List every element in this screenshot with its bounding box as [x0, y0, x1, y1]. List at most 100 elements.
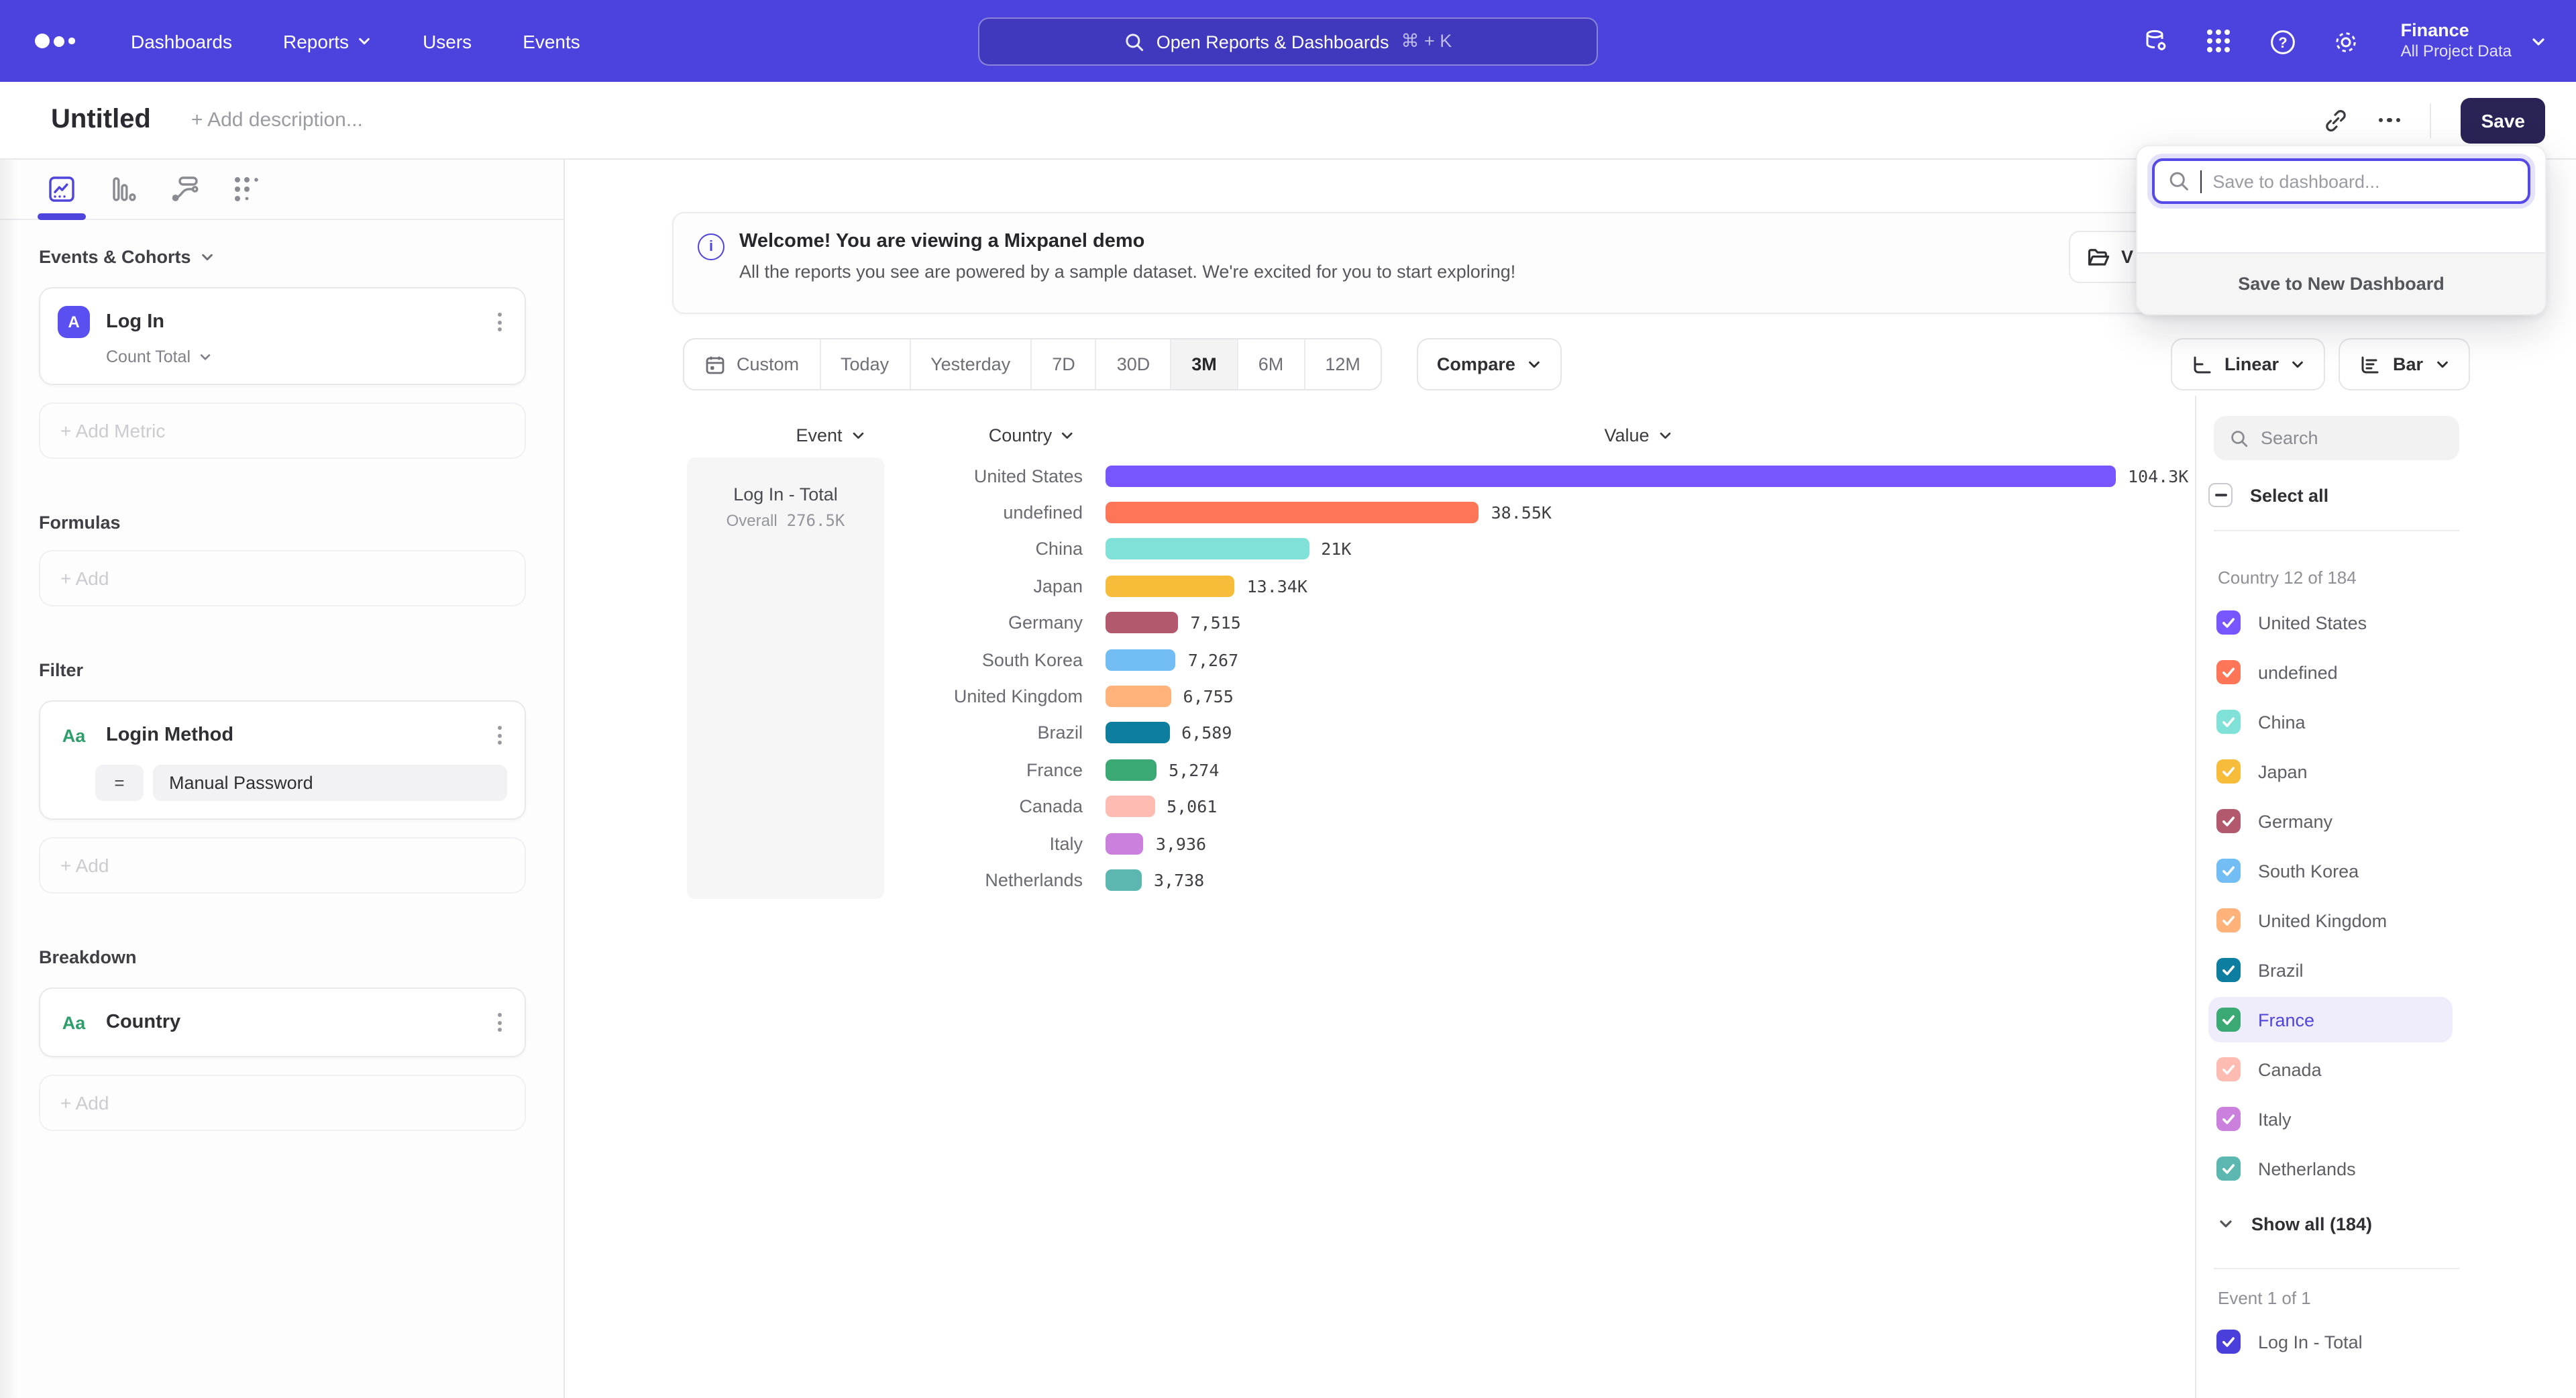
add-formula-button[interactable]: + Add [39, 550, 526, 606]
date-range-6m[interactable]: 6M [1236, 339, 1304, 389]
date-range-yesterday[interactable]: Yesterday [909, 339, 1030, 389]
save-button[interactable]: Save [2461, 97, 2545, 143]
country-checkbox[interactable] [2216, 710, 2241, 734]
nav-item-reports[interactable]: Reports [283, 30, 372, 52]
metric-card-log-in[interactable]: A Log In Count Total [39, 287, 526, 385]
country-checkbox[interactable] [2216, 1057, 2241, 1081]
country-checkbox[interactable] [2216, 1008, 2241, 1032]
event-checkbox-row[interactable]: Log In - Total [2208, 1319, 2453, 1364]
events-cohorts-heading[interactable]: Events & Cohorts [39, 247, 526, 267]
chart-row-bar[interactable] [1106, 832, 1144, 855]
tab-flows[interactable] [168, 169, 203, 209]
chart-row-bar[interactable] [1106, 538, 1309, 560]
country-filter-row-united-states[interactable]: United States [2208, 600, 2453, 645]
chart-row-bar[interactable] [1106, 612, 1179, 634]
event-checkbox[interactable] [2216, 1330, 2241, 1354]
country-checkbox[interactable] [2216, 660, 2241, 684]
breakdown-property-name[interactable]: Country [106, 1012, 181, 1033]
date-range-12m[interactable]: 12M [1303, 339, 1381, 389]
mixpanel-logo-icon[interactable] [35, 34, 74, 48]
value-scale-dropdown[interactable]: Linear [2170, 338, 2326, 390]
country-filter-row-netherlands[interactable]: Netherlands [2208, 1146, 2453, 1191]
column-header-country[interactable]: Country [989, 425, 1075, 445]
chart-type-dropdown[interactable]: Bar [2339, 338, 2470, 390]
filter-kebab-menu[interactable] [492, 723, 507, 747]
add-description-field[interactable]: + Add description... [191, 109, 363, 131]
save-dashboard-search-input[interactable]: Save to dashboard... [2152, 158, 2530, 204]
date-range-30d[interactable]: 30D [1095, 339, 1171, 389]
country-checkbox[interactable] [2216, 809, 2241, 833]
breakdown-kebab-menu[interactable] [492, 1010, 507, 1034]
report-title[interactable]: Untitled [51, 105, 151, 134]
aggregation-selector[interactable]: Count Total [106, 347, 507, 366]
breakdown-card-country[interactable]: Aa Country [39, 987, 526, 1057]
country-filter-row-undefined[interactable]: undefined [2208, 649, 2453, 695]
select-all-row[interactable]: Select all [2208, 472, 2328, 518]
report-canvas: i Welcome! You are viewing a Mixpanel de… [565, 160, 2576, 1398]
country-filter-row-united-kingdom[interactable]: United Kingdom [2208, 898, 2453, 943]
country-checkbox-label: China [2258, 712, 2306, 732]
chart-row-bar[interactable] [1106, 465, 2116, 487]
chart-row-bar[interactable] [1106, 502, 1479, 524]
chart-row-bar[interactable] [1106, 686, 1171, 708]
chart-row-bar[interactable] [1106, 575, 1235, 597]
nav-item-dashboards[interactable]: Dashboards [131, 30, 232, 52]
chart-row-value: 13.34K [1246, 576, 1307, 596]
country-checkbox[interactable] [2216, 759, 2241, 784]
tab-insights[interactable] [38, 169, 86, 220]
segments-search-input[interactable]: Search [2214, 416, 2459, 460]
date-range-today[interactable]: Today [819, 339, 909, 389]
column-header-value[interactable]: Value [1604, 425, 1672, 445]
data-management-icon[interactable] [2143, 28, 2170, 54]
add-breakdown-button[interactable]: + Add [39, 1075, 526, 1131]
country-filter-row-canada[interactable]: Canada [2208, 1046, 2453, 1092]
chart-row-bar[interactable] [1106, 796, 1155, 818]
event-kebab-menu[interactable] [492, 310, 507, 334]
date-range-custom[interactable]: Custom [684, 339, 819, 389]
country-filter-row-italy[interactable]: Italy [2208, 1096, 2453, 1142]
filter-card-login-method[interactable]: Aa Login Method = Manual Password [39, 700, 526, 820]
country-filter-row-brazil[interactable]: Brazil [2208, 947, 2453, 993]
event-series-cell[interactable]: Log In - Total Overall 276.5K [687, 458, 884, 899]
event-name[interactable]: Log In [106, 311, 164, 333]
select-all-checkbox[interactable] [2208, 483, 2233, 507]
copy-link-icon[interactable] [2322, 107, 2349, 133]
filter-property-name[interactable]: Login Method [106, 724, 234, 746]
chart-row-bar[interactable] [1106, 722, 1170, 744]
add-metric-button[interactable]: + Add Metric [39, 402, 526, 459]
country-filter-row-france[interactable]: France [2208, 997, 2453, 1042]
tab-retention[interactable] [229, 169, 264, 209]
filter-value[interactable]: Manual Password [153, 765, 507, 801]
chart-row-bar[interactable] [1106, 649, 1176, 671]
country-filter-row-germany[interactable]: Germany [2208, 798, 2453, 844]
nav-item-users[interactable]: Users [423, 30, 472, 52]
country-checkbox[interactable] [2216, 859, 2241, 883]
country-checkbox[interactable] [2216, 908, 2241, 932]
country-checkbox[interactable] [2216, 1107, 2241, 1131]
project-selector[interactable]: Finance All Project Data [2401, 20, 2546, 62]
country-filter-row-japan[interactable]: Japan [2208, 749, 2453, 794]
chart-row-bar[interactable] [1106, 869, 1142, 892]
country-checkbox[interactable] [2216, 610, 2241, 635]
banner-title: Welcome! You are viewing a Mixpanel demo [739, 231, 1145, 252]
country-checkbox[interactable] [2216, 1157, 2241, 1181]
chart-row-bar[interactable] [1106, 759, 1157, 781]
more-options-button[interactable] [2378, 117, 2401, 123]
add-filter-button[interactable]: + Add [39, 837, 526, 894]
compare-button[interactable]: Compare [1416, 338, 1562, 390]
country-filter-row-china[interactable]: China [2208, 699, 2453, 745]
date-range-3m[interactable]: 3M [1170, 339, 1237, 389]
country-checkbox[interactable] [2216, 958, 2241, 982]
apps-grid-icon[interactable] [2206, 28, 2233, 54]
country-filter-row-south-korea[interactable]: South Korea [2208, 848, 2453, 894]
tab-funnels[interactable] [106, 169, 141, 209]
help-icon[interactable]: ? [2269, 28, 2296, 54]
filter-operator[interactable]: = [95, 765, 144, 801]
nav-item-events[interactable]: Events [523, 30, 580, 52]
column-header-event[interactable]: Event [796, 425, 865, 445]
date-range-7d[interactable]: 7D [1030, 339, 1095, 389]
global-search-button[interactable]: Open Reports & Dashboards ⌘ + K [978, 17, 1598, 66]
show-all-button[interactable]: Show all (184) [2218, 1201, 2372, 1246]
save-to-new-dashboard-button[interactable]: Save to New Dashboard [2137, 252, 2545, 314]
settings-gear-icon[interactable] [2332, 28, 2359, 54]
